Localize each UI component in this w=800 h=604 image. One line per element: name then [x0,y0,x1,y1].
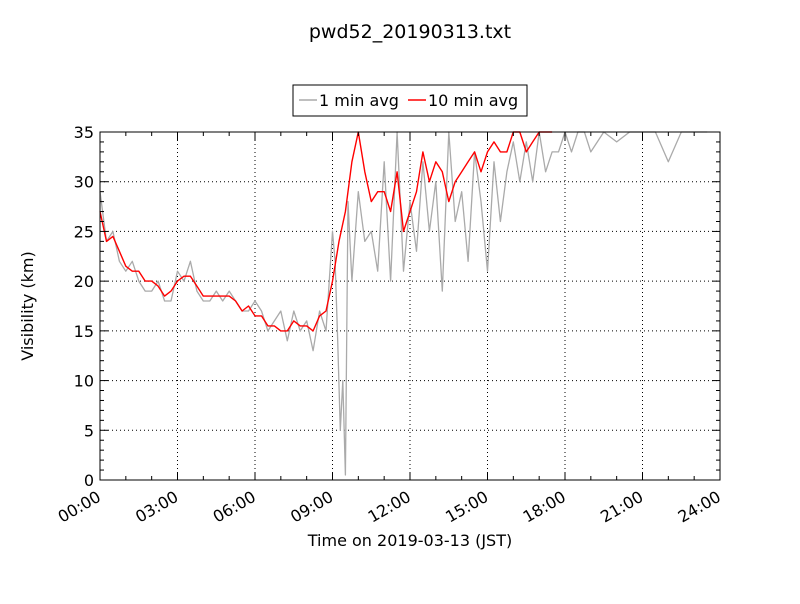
chart-title: pwd52_20190313.txt [309,21,511,43]
x-tick-labels: 00:00 03:00 06:00 09:00 12:00 15:00 18:00 21:00… [55,487,724,527]
y-tick-label: 25 [74,222,94,241]
x-tick-label: 24:00 [675,487,724,527]
x-tick-label: 21:00 [597,487,646,527]
y-tick-label: 5 [84,421,94,440]
y-tick-label: 35 [74,123,94,142]
x-tick-label: 06:00 [210,487,259,527]
x-tick-label: 12:00 [365,487,414,527]
x-tick-label: 15:00 [442,487,491,527]
series-line-10-min-avg [99,131,553,332]
series-layer [99,131,708,476]
x-axis-label: Time on 2019-03-13 (JST) [307,531,512,550]
x-tick-label: 03:00 [132,487,181,527]
series-line-1-min-avg [99,131,708,476]
y-tick-label: 10 [74,372,94,391]
x-tick-label: 09:00 [287,487,336,527]
tick-marks [99,131,721,481]
legend: 1 min avg 10 min avg [292,84,528,117]
y-tick-labels: 0 5 10 15 20 25 30 35 [74,123,94,490]
y-tick-label: 30 [74,173,94,192]
y-tick-label: 0 [84,471,94,490]
y-tick-label: 20 [74,272,94,291]
legend-label-1-min-avg: 1 min avg [319,91,399,110]
y-axis-label: Visibility (km) [18,251,37,360]
x-tick-label: 00:00 [55,487,104,527]
y-tick-label: 15 [74,322,94,341]
legend-label-10-min-avg: 10 min avg [428,91,518,110]
x-tick-label: 18:00 [520,487,569,527]
grid-lines [100,132,720,480]
